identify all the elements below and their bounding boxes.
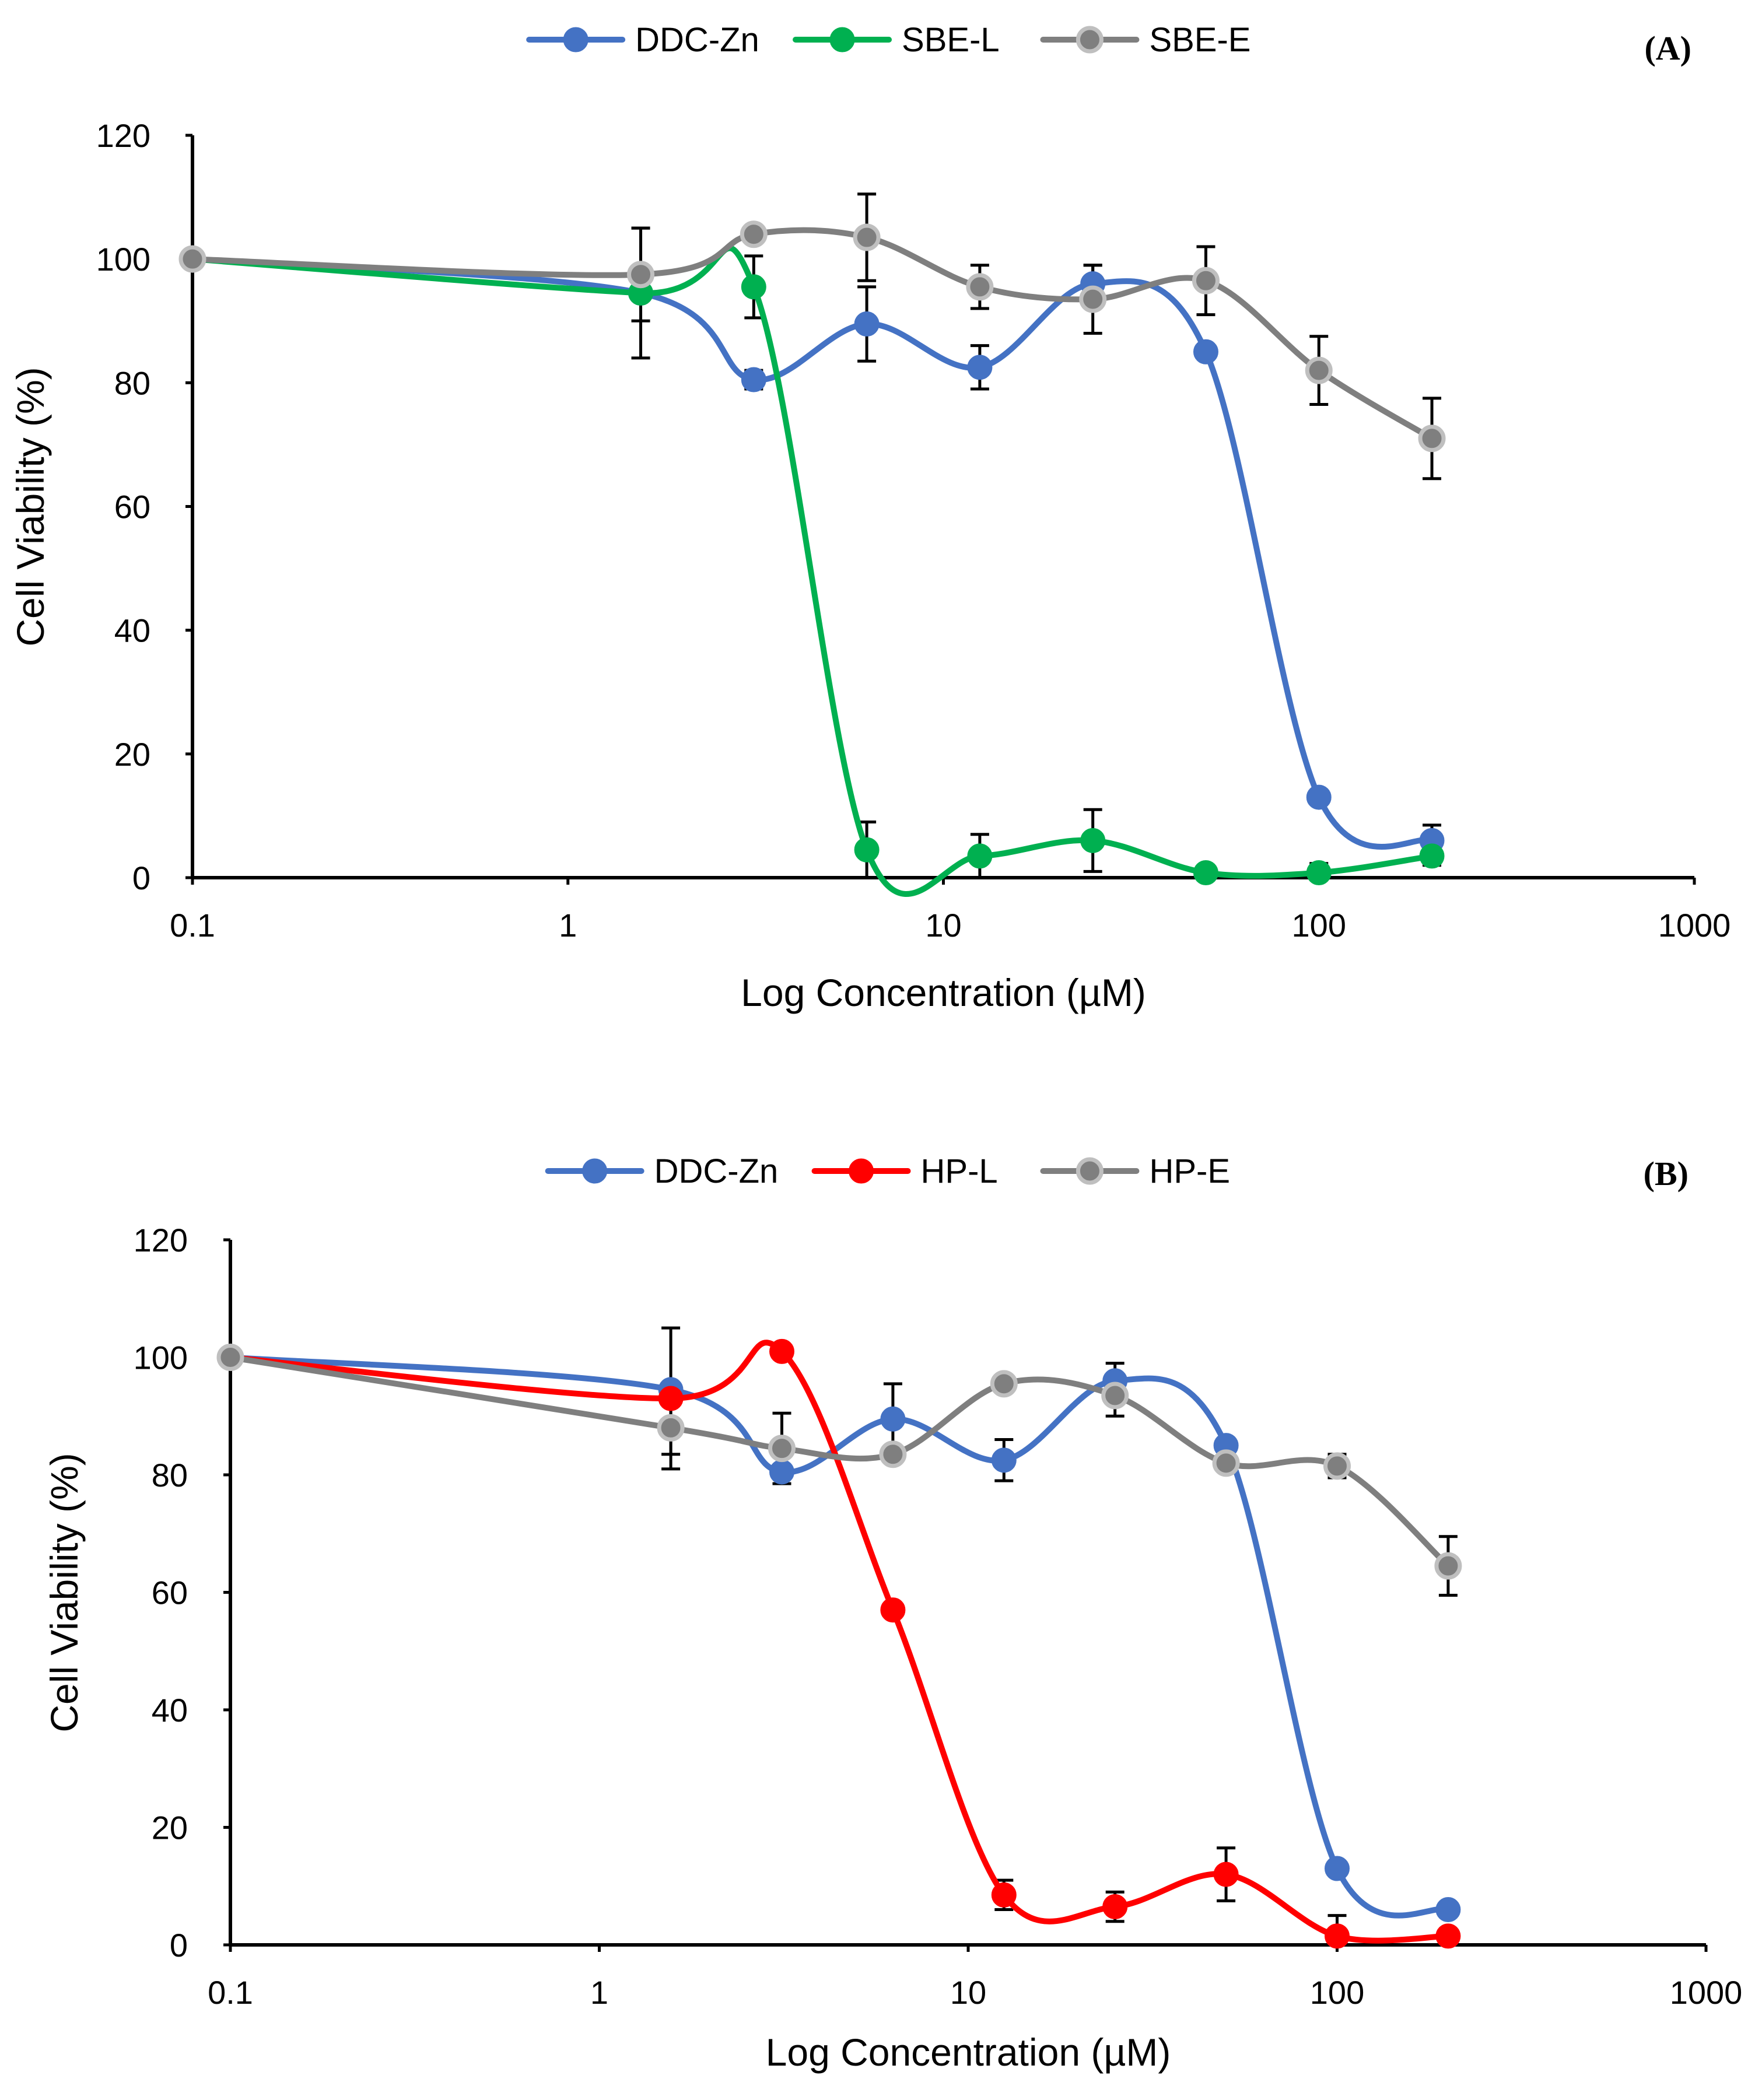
legend-label: SBE-L (902, 21, 1000, 59)
data-point (658, 1386, 684, 1411)
data-point (966, 273, 994, 301)
y-tick-label: 80 (114, 364, 150, 401)
y-tick-label: 80 (152, 1457, 188, 1494)
x-tick-label: 1000 (1658, 907, 1731, 944)
data-point (768, 1435, 796, 1463)
y-tick-label: 60 (114, 489, 150, 525)
data-point (769, 1338, 794, 1364)
data-point (1325, 1856, 1350, 1881)
data-point (216, 1344, 244, 1371)
data-point (178, 245, 206, 273)
data-point (1305, 356, 1333, 384)
data-point (854, 837, 880, 863)
x-tick-label: 0.1 (208, 1974, 253, 2011)
legend-marker (849, 1158, 874, 1184)
y-tick-label: 0 (132, 860, 150, 896)
x-tick-label: 0.1 (170, 907, 215, 944)
legend-marker (582, 1158, 608, 1184)
data-point (1193, 860, 1218, 886)
y-tick-label: 100 (134, 1340, 188, 1376)
data-point (1418, 425, 1446, 453)
data-point (990, 1370, 1018, 1398)
legend-label: DDC-Zn (654, 1152, 779, 1190)
data-point (1306, 784, 1332, 810)
y-axis-title: Cell Viability (%) (43, 1453, 86, 1732)
data-point (1419, 843, 1445, 869)
data-point (1434, 1552, 1462, 1580)
y-tick-label: 40 (114, 612, 150, 649)
data-point (1080, 828, 1106, 853)
data-point (1213, 1861, 1239, 1887)
x-tick-label: 10 (925, 907, 961, 944)
data-point (1306, 860, 1332, 886)
data-point (741, 367, 766, 392)
y-tick-label: 20 (114, 736, 150, 773)
data-point (740, 220, 768, 248)
series-line (190, 227, 1435, 441)
y-tick-label: 0 (170, 1927, 188, 1964)
legend-label: HP-L (921, 1152, 998, 1190)
y-tick-label: 100 (96, 241, 150, 278)
data-point (967, 355, 993, 380)
legend-marker (563, 27, 588, 52)
data-point (853, 223, 881, 251)
x-tick-label: 100 (1310, 1974, 1364, 2011)
y-tick-label: 120 (134, 1222, 188, 1258)
data-point (1212, 1449, 1240, 1477)
data-point (1435, 1923, 1461, 1949)
legend-marker (829, 27, 855, 52)
panel-label: (B) (1644, 1155, 1689, 1193)
data-point (991, 1882, 1017, 1908)
x-tick-label: 100 (1292, 907, 1346, 944)
data-point (1102, 1894, 1128, 1920)
data-point (1079, 285, 1107, 313)
y-tick-label: 20 (152, 1810, 188, 1846)
data-point (854, 311, 880, 337)
data-point (657, 1414, 685, 1442)
data-point (1192, 267, 1220, 295)
x-tick-label: 1 (590, 1974, 608, 2011)
legend: DDC-Zn SBE-L SBE-E (526, 21, 1251, 59)
data-point (967, 843, 993, 869)
series-line (227, 1354, 1451, 1569)
data-point (1193, 339, 1218, 364)
panel-b: 0 20 40 60 80 100 120 0.1 1 10 100 1000 Log Concentr… (43, 1152, 1742, 2074)
panel-label: (A) (1644, 29, 1691, 67)
data-point (741, 274, 766, 300)
data-point (1101, 1382, 1129, 1410)
y-tick-label: 40 (152, 1692, 188, 1729)
x-axis-title: Log Concentration (µM) (741, 971, 1146, 1014)
y-tick-label: 60 (152, 1575, 188, 1611)
data-point (880, 1406, 906, 1432)
legend-marker (1076, 1157, 1104, 1185)
data-point (1435, 1897, 1461, 1923)
legend: DDC-Zn HP-L HP-E (545, 1152, 1230, 1190)
data-point (769, 1459, 794, 1485)
data-point (1325, 1923, 1350, 1949)
x-tick-label: 10 (950, 1974, 986, 2011)
x-tick-label: 1 (559, 907, 577, 944)
data-point (1323, 1452, 1351, 1480)
legend-label: SBE-E (1149, 21, 1250, 59)
data-point (879, 1440, 907, 1468)
legend-marker (1076, 26, 1104, 54)
y-axis-title: Cell Viability (%) (9, 367, 52, 646)
x-axis-title: Log Concentration (µM) (766, 2031, 1171, 2074)
y-tick-label: 120 (96, 117, 150, 154)
x-tick-label: 1000 (1670, 1974, 1743, 2011)
legend-label: DDC-Zn (635, 21, 759, 59)
data-point (880, 1597, 906, 1623)
legend-label: HP-E (1149, 1152, 1230, 1190)
data-point (627, 261, 655, 289)
panel-a: 0 20 40 60 80 100 120 0.1 1 10 100 1000 Log Concentr… (9, 21, 1731, 1014)
data-point (991, 1447, 1017, 1473)
